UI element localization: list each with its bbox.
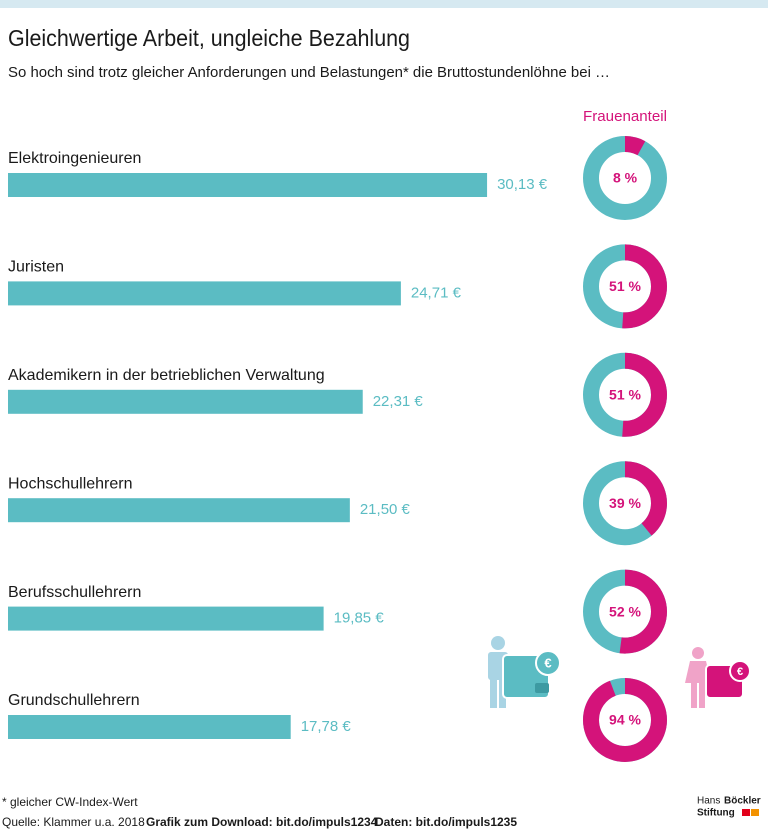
top-strip (0, 0, 768, 8)
bar (8, 281, 401, 306)
category-label: Juristen (8, 259, 64, 276)
bar (8, 389, 363, 414)
value-label: 24,71 € (411, 284, 462, 301)
value-label: 30,13 € (497, 176, 548, 193)
source: Quelle: Klammer u.a. 2018 (2, 815, 145, 829)
value-label: 22,31 € (373, 393, 424, 410)
icon-woman-wallet: € (685, 647, 751, 708)
bar (8, 715, 291, 739)
value-label: 17,78 € (301, 718, 352, 735)
bar (8, 498, 350, 523)
donut-share (583, 244, 667, 329)
donut-label: 51 % (609, 387, 641, 403)
logo: Hans Böckler Stiftung (697, 796, 761, 819)
donut-share (583, 569, 667, 654)
chart-subtitle: So hoch sind trotz gleicher Anforderunge… (8, 64, 610, 81)
donut-share (583, 136, 667, 220)
logo-text: Stiftung (697, 808, 735, 819)
logo-text: Böckler (724, 796, 761, 807)
svg-text:€: € (737, 666, 743, 678)
donut-label: 52 % (609, 603, 641, 619)
value-label: 19,85 € (334, 610, 385, 627)
download-link: Grafik zum Download: bit.do/impuls1234 (146, 815, 378, 829)
svg-text:€: € (544, 655, 551, 670)
value-label: 21,50 € (360, 501, 411, 518)
category-label: Grundschullehrern (8, 692, 140, 709)
footnote: * gleicher CW-Index-Wert (2, 795, 138, 809)
donut-share (583, 352, 667, 437)
donut-label: 51 % (609, 278, 641, 294)
donut-label: 8 % (613, 170, 638, 186)
data-link: Daten: bit.do/impuls1235 (375, 815, 517, 829)
category-label: Hochschullehrern (8, 475, 133, 492)
chart-title: Gleichwertige Arbeit, ungleiche Bezahlun… (8, 25, 410, 51)
donut-title: Frauenanteil (583, 108, 667, 125)
donut-label: 94 % (609, 712, 641, 728)
category-label: Akademikern in der betrieblichen Verwalt… (8, 367, 325, 384)
donut-share (583, 678, 667, 762)
bar (8, 606, 324, 631)
logo-text: Hans (697, 796, 720, 807)
icon-man-wallet: € (488, 636, 561, 708)
donut-label: 39 % (609, 495, 641, 511)
category-label: Elektroingenieuren (8, 150, 141, 167)
bar (8, 173, 488, 197)
category-label: Berufsschullehrern (8, 584, 141, 601)
donut-share (583, 461, 667, 546)
